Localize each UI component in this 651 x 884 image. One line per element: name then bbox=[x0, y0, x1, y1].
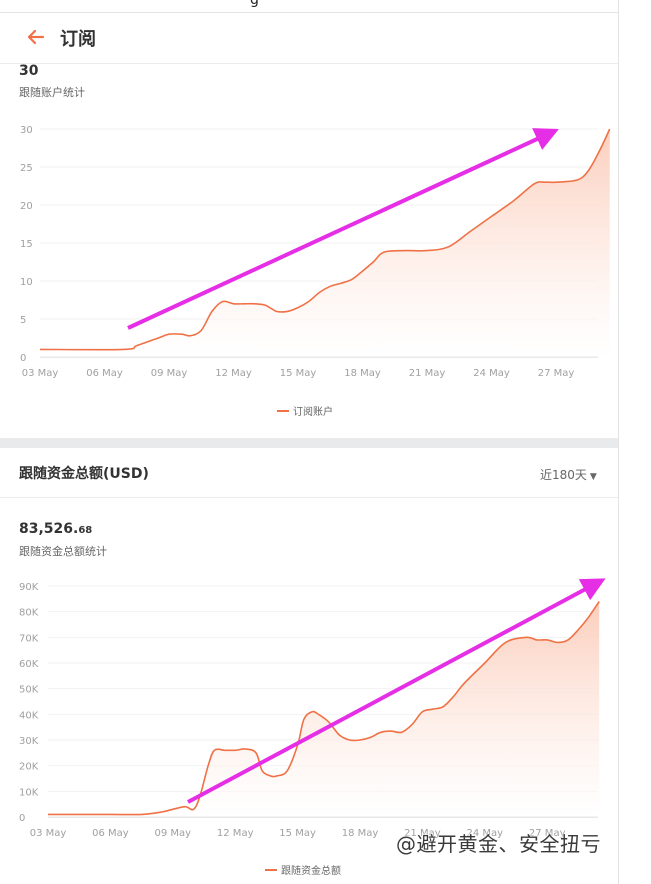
y-tick-label: 50K bbox=[19, 685, 39, 696]
caret-down-icon: ▼ bbox=[589, 472, 597, 482]
y-tick-label: 0 bbox=[19, 813, 25, 824]
top-clipped-area: g bbox=[0, 0, 618, 13]
trend-arrow-annotation bbox=[187, 578, 606, 804]
legend-label: 跟随资金总额 bbox=[281, 864, 341, 877]
funds-chart: 0 10K 20K 30K 40K 50K 60K 70K 80K 90K 03 May 06 Ma… bbox=[19, 578, 606, 877]
trend-arrow-annotation bbox=[127, 128, 559, 330]
funds-total-decimal: 68 bbox=[78, 525, 93, 536]
top-clipped-text: g bbox=[250, 0, 259, 8]
section-divider bbox=[0, 438, 618, 448]
x-tick-label: 18 May bbox=[342, 828, 379, 839]
funds-total-integer: 83,526. bbox=[19, 521, 79, 537]
watermark: @避开黄金、安全扭亏 bbox=[396, 832, 601, 856]
subscription-label: 跟随账户统计 bbox=[19, 86, 85, 99]
arrow-left-icon bbox=[27, 29, 45, 45]
subscription-count: 30 bbox=[19, 63, 39, 79]
y-tick-label: 25 bbox=[20, 163, 33, 174]
x-tick-label: 15 May bbox=[280, 368, 317, 379]
x-tick-label: 03 May bbox=[30, 828, 67, 839]
y-tick-label: 20 bbox=[20, 201, 33, 212]
y-tick-label: 80K bbox=[19, 608, 39, 619]
x-tick-label: 06 May bbox=[92, 828, 129, 839]
section-title: 跟随资金总额(USD) bbox=[19, 466, 149, 482]
x-tick-label: 09 May bbox=[155, 828, 192, 839]
funds-area bbox=[48, 601, 600, 817]
x-tick-label: 03 May bbox=[22, 368, 59, 379]
subscriptions-chart: 0 5 10 15 20 25 30 03 May 06 May 09 May 12 May 15 … bbox=[20, 125, 611, 418]
y-tick-label: 10 bbox=[20, 277, 33, 288]
x-tick-label: 27 May bbox=[529, 828, 566, 839]
y-tick-label: 90K bbox=[19, 582, 39, 593]
x-tick-label: 27 May bbox=[538, 368, 575, 379]
subscriptions-legend: 订阅账户 bbox=[277, 405, 333, 418]
range-selector-label: 近180天 bbox=[540, 468, 587, 482]
page-header: 订阅 bbox=[0, 13, 618, 64]
y-tick-label: 0 bbox=[20, 353, 26, 364]
page-title: 订阅 bbox=[60, 29, 96, 50]
y-tick-label: 15 bbox=[20, 239, 33, 250]
y-tick-label: 40K bbox=[19, 710, 39, 721]
subscriptions-line bbox=[39, 128, 611, 351]
y-tick-label: 70K bbox=[19, 633, 39, 644]
funds-line bbox=[47, 600, 600, 816]
x-tick-label: 21 May bbox=[404, 828, 441, 839]
back-button[interactable] bbox=[22, 23, 50, 51]
subscriptions-area bbox=[40, 129, 610, 357]
x-tick-label: 18 May bbox=[344, 368, 381, 379]
funds-total: 83,526.68 bbox=[19, 521, 92, 537]
x-tick-label: 12 May bbox=[215, 368, 252, 379]
x-tick-label: 24 May bbox=[467, 828, 504, 839]
x-tick-label: 24 May bbox=[473, 368, 510, 379]
y-tick-label: 10K bbox=[19, 787, 39, 798]
y-tick-label: 5 bbox=[20, 315, 26, 326]
x-tick-label: 21 May bbox=[409, 368, 446, 379]
legend-label: 订阅账户 bbox=[293, 405, 333, 418]
y-tick-label: 60K bbox=[19, 659, 39, 670]
y-tick-label: 30 bbox=[20, 125, 33, 136]
x-tick-label: 06 May bbox=[86, 368, 123, 379]
range-selector[interactable]: 近180天 ▼ bbox=[540, 466, 597, 483]
x-tick-label: 09 May bbox=[151, 368, 188, 379]
y-tick-label: 20K bbox=[19, 762, 39, 773]
x-tick-label: 15 May bbox=[279, 828, 316, 839]
y-tick-label: 30K bbox=[19, 736, 39, 747]
right-panel-border bbox=[618, 0, 619, 884]
x-tick-label: 12 May bbox=[217, 828, 254, 839]
funds-total-label: 跟随资金总额统计 bbox=[19, 545, 107, 558]
section-header-divider bbox=[0, 497, 618, 498]
funds-legend: 跟随资金总额 bbox=[265, 864, 341, 877]
